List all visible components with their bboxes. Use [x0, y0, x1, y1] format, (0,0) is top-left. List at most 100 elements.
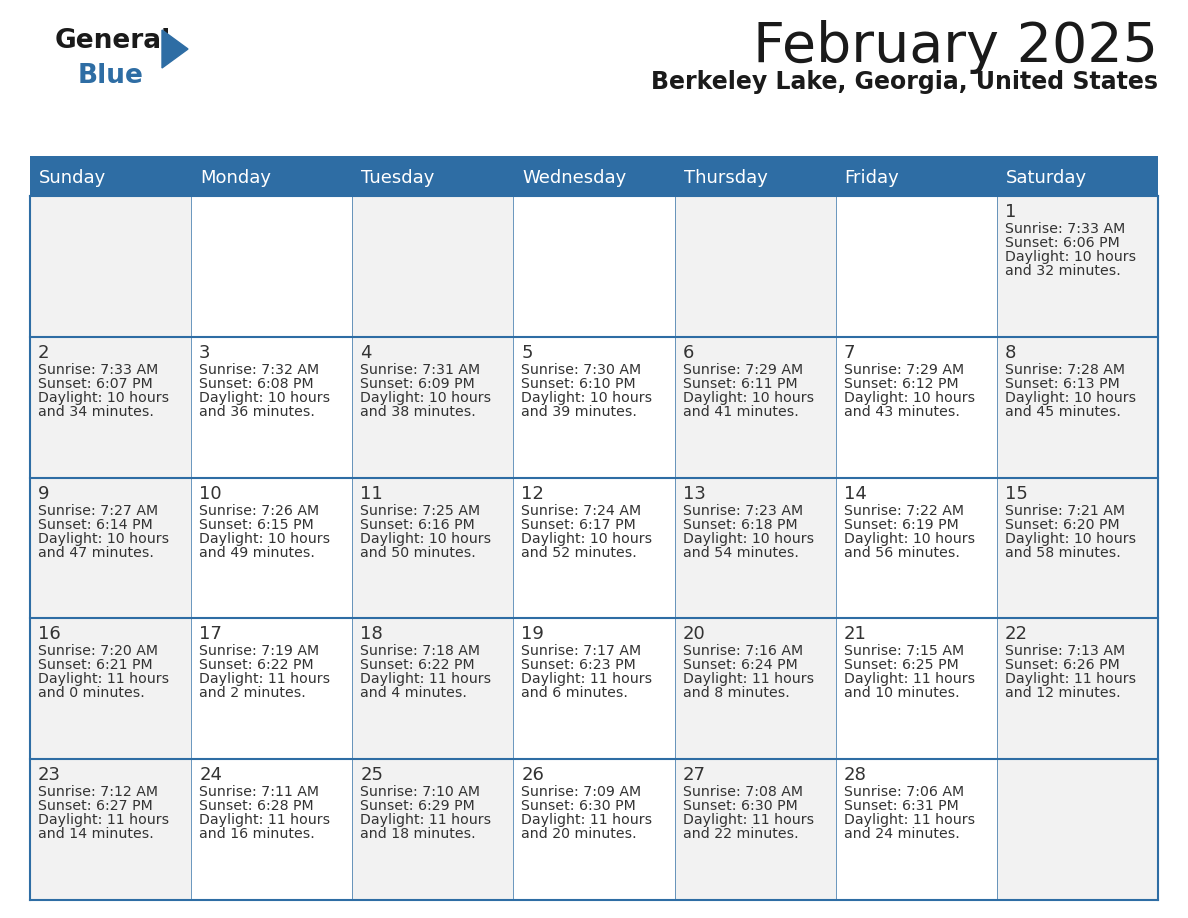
Text: Daylight: 10 hours: Daylight: 10 hours: [38, 391, 169, 405]
Text: 7: 7: [843, 344, 855, 362]
Bar: [675, 619, 835, 759]
Bar: [513, 196, 675, 337]
Text: General: General: [55, 28, 171, 54]
Text: Sunset: 6:15 PM: Sunset: 6:15 PM: [200, 518, 314, 532]
Text: Sunrise: 7:24 AM: Sunrise: 7:24 AM: [522, 504, 642, 518]
Bar: [191, 477, 353, 619]
Text: and 52 minutes.: and 52 minutes.: [522, 545, 637, 560]
Text: Sunrise: 7:13 AM: Sunrise: 7:13 AM: [1005, 644, 1125, 658]
Text: Daylight: 10 hours: Daylight: 10 hours: [843, 532, 975, 545]
Text: Sunset: 6:27 PM: Sunset: 6:27 PM: [38, 800, 153, 813]
Text: and 16 minutes.: and 16 minutes.: [200, 827, 315, 841]
Text: Sunrise: 7:29 AM: Sunrise: 7:29 AM: [843, 363, 963, 376]
Bar: [835, 619, 997, 759]
Bar: [513, 619, 675, 759]
Text: Daylight: 11 hours: Daylight: 11 hours: [843, 813, 975, 827]
Text: and 24 minutes.: and 24 minutes.: [843, 827, 960, 841]
Text: 18: 18: [360, 625, 383, 644]
Text: 22: 22: [1005, 625, 1028, 644]
Text: and 58 minutes.: and 58 minutes.: [1005, 545, 1120, 560]
Text: 14: 14: [843, 485, 866, 502]
Text: Sunrise: 7:15 AM: Sunrise: 7:15 AM: [843, 644, 963, 658]
Text: Sunset: 6:17 PM: Sunset: 6:17 PM: [522, 518, 637, 532]
Text: Sunset: 6:12 PM: Sunset: 6:12 PM: [843, 376, 959, 391]
Bar: [835, 196, 997, 337]
Text: and 6 minutes.: and 6 minutes.: [522, 687, 628, 700]
Text: 28: 28: [843, 767, 866, 784]
Text: and 50 minutes.: and 50 minutes.: [360, 545, 476, 560]
Bar: [997, 337, 1158, 477]
Text: 11: 11: [360, 485, 383, 502]
Text: Sunset: 6:28 PM: Sunset: 6:28 PM: [200, 800, 314, 813]
Bar: [513, 477, 675, 619]
Text: Sunrise: 7:12 AM: Sunrise: 7:12 AM: [38, 785, 158, 800]
Text: 6: 6: [683, 344, 694, 362]
Bar: [513, 759, 675, 900]
Text: Sunrise: 7:26 AM: Sunrise: 7:26 AM: [200, 504, 320, 518]
Text: Sunset: 6:09 PM: Sunset: 6:09 PM: [360, 376, 475, 391]
Bar: [30, 619, 191, 759]
Text: 5: 5: [522, 344, 533, 362]
Text: Blue: Blue: [78, 63, 144, 89]
Text: Daylight: 11 hours: Daylight: 11 hours: [38, 813, 169, 827]
Text: and 39 minutes.: and 39 minutes.: [522, 405, 637, 419]
Text: 10: 10: [200, 485, 222, 502]
Bar: [997, 619, 1158, 759]
Text: and 34 minutes.: and 34 minutes.: [38, 405, 154, 419]
Text: 19: 19: [522, 625, 544, 644]
Text: Daylight: 11 hours: Daylight: 11 hours: [360, 672, 492, 687]
Text: Sunrise: 7:17 AM: Sunrise: 7:17 AM: [522, 644, 642, 658]
Text: Sunset: 6:14 PM: Sunset: 6:14 PM: [38, 518, 153, 532]
Text: 24: 24: [200, 767, 222, 784]
Text: Sunset: 6:10 PM: Sunset: 6:10 PM: [522, 376, 636, 391]
Text: Sunset: 6:13 PM: Sunset: 6:13 PM: [1005, 376, 1119, 391]
Bar: [191, 196, 353, 337]
Text: Sunrise: 7:25 AM: Sunrise: 7:25 AM: [360, 504, 480, 518]
Text: Daylight: 11 hours: Daylight: 11 hours: [683, 813, 814, 827]
Text: Sunset: 6:30 PM: Sunset: 6:30 PM: [522, 800, 637, 813]
Text: 15: 15: [1005, 485, 1028, 502]
Bar: [675, 337, 835, 477]
Text: and 2 minutes.: and 2 minutes.: [200, 687, 305, 700]
Text: and 4 minutes.: and 4 minutes.: [360, 687, 467, 700]
Text: Sunset: 6:29 PM: Sunset: 6:29 PM: [360, 800, 475, 813]
Bar: [30, 160, 1158, 196]
Text: Daylight: 11 hours: Daylight: 11 hours: [360, 813, 492, 827]
Text: Sunrise: 7:18 AM: Sunrise: 7:18 AM: [360, 644, 480, 658]
Text: and 14 minutes.: and 14 minutes.: [38, 827, 153, 841]
Text: and 41 minutes.: and 41 minutes.: [683, 405, 798, 419]
Text: Thursday: Thursday: [683, 169, 767, 187]
Bar: [353, 619, 513, 759]
Text: Daylight: 10 hours: Daylight: 10 hours: [683, 532, 814, 545]
Text: Sunset: 6:25 PM: Sunset: 6:25 PM: [843, 658, 959, 672]
Text: and 18 minutes.: and 18 minutes.: [360, 827, 476, 841]
Text: Tuesday: Tuesday: [361, 169, 435, 187]
Text: Sunrise: 7:11 AM: Sunrise: 7:11 AM: [200, 785, 320, 800]
Text: 9: 9: [38, 485, 50, 502]
Bar: [353, 196, 513, 337]
Text: Saturday: Saturday: [1006, 169, 1087, 187]
Bar: [353, 759, 513, 900]
Bar: [30, 477, 191, 619]
Text: and 8 minutes.: and 8 minutes.: [683, 687, 789, 700]
Text: Daylight: 10 hours: Daylight: 10 hours: [360, 391, 492, 405]
Text: Sunday: Sunday: [39, 169, 106, 187]
Text: Daylight: 10 hours: Daylight: 10 hours: [38, 532, 169, 545]
Text: 23: 23: [38, 767, 61, 784]
Bar: [353, 477, 513, 619]
Text: 3: 3: [200, 344, 210, 362]
Bar: [675, 196, 835, 337]
Text: 13: 13: [683, 485, 706, 502]
Text: Sunset: 6:11 PM: Sunset: 6:11 PM: [683, 376, 797, 391]
Polygon shape: [162, 30, 188, 68]
Text: Sunrise: 7:16 AM: Sunrise: 7:16 AM: [683, 644, 803, 658]
Text: Friday: Friday: [845, 169, 899, 187]
Text: and 20 minutes.: and 20 minutes.: [522, 827, 637, 841]
Text: Daylight: 10 hours: Daylight: 10 hours: [1005, 250, 1136, 264]
Text: Daylight: 11 hours: Daylight: 11 hours: [38, 672, 169, 687]
Text: Sunset: 6:20 PM: Sunset: 6:20 PM: [1005, 518, 1119, 532]
Text: and 43 minutes.: and 43 minutes.: [843, 405, 960, 419]
Text: Sunset: 6:07 PM: Sunset: 6:07 PM: [38, 376, 153, 391]
Text: and 56 minutes.: and 56 minutes.: [843, 545, 960, 560]
Text: and 45 minutes.: and 45 minutes.: [1005, 405, 1120, 419]
